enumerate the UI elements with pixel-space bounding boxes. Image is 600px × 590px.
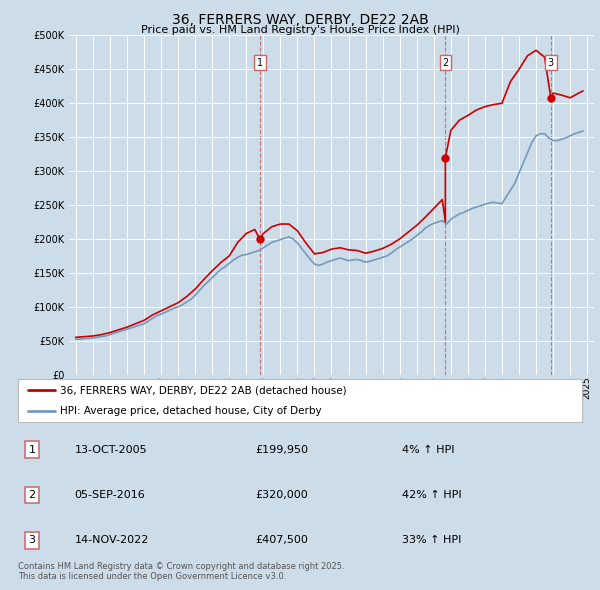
Text: Price paid vs. HM Land Registry's House Price Index (HPI): Price paid vs. HM Land Registry's House …	[140, 25, 460, 35]
Text: HPI: Average price, detached house, City of Derby: HPI: Average price, detached house, City…	[60, 406, 322, 416]
Text: 2: 2	[29, 490, 35, 500]
Text: 1: 1	[29, 445, 35, 454]
Text: £407,500: £407,500	[255, 536, 308, 545]
Text: 36, FERRERS WAY, DERBY, DE22 2AB (detached house): 36, FERRERS WAY, DERBY, DE22 2AB (detach…	[60, 385, 347, 395]
Text: 05-SEP-2016: 05-SEP-2016	[74, 490, 145, 500]
Text: Contains HM Land Registry data © Crown copyright and database right 2025.
This d: Contains HM Land Registry data © Crown c…	[18, 562, 344, 581]
Text: 14-NOV-2022: 14-NOV-2022	[74, 536, 149, 545]
Text: 4% ↑ HPI: 4% ↑ HPI	[401, 445, 454, 454]
Text: 3: 3	[29, 536, 35, 545]
Text: £199,950: £199,950	[255, 445, 308, 454]
Text: 33% ↑ HPI: 33% ↑ HPI	[401, 536, 461, 545]
Text: 3: 3	[548, 58, 554, 67]
Text: 2: 2	[442, 58, 448, 67]
Text: £320,000: £320,000	[255, 490, 308, 500]
Text: 42% ↑ HPI: 42% ↑ HPI	[401, 490, 461, 500]
Text: 1: 1	[257, 58, 263, 67]
Text: 13-OCT-2005: 13-OCT-2005	[74, 445, 147, 454]
Text: 36, FERRERS WAY, DERBY, DE22 2AB: 36, FERRERS WAY, DERBY, DE22 2AB	[172, 13, 428, 27]
